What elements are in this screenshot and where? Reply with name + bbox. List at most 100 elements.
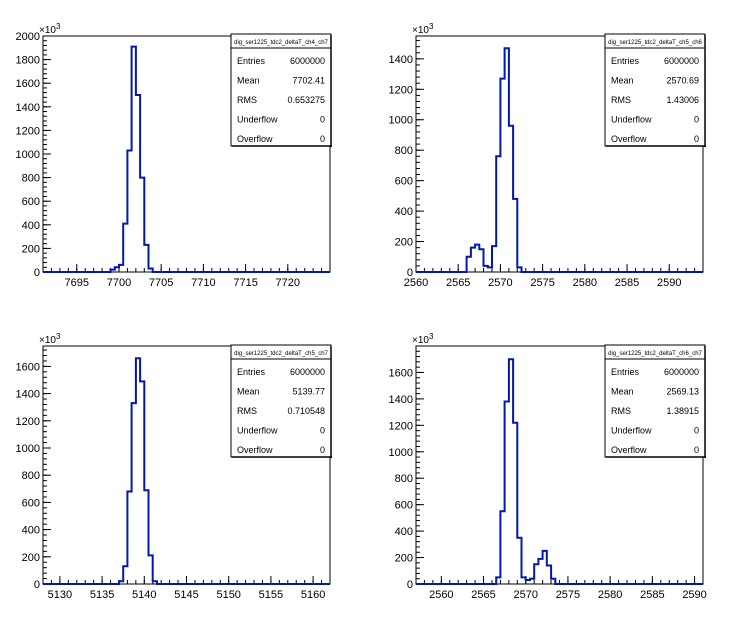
- y-tick-label: 600: [22, 497, 40, 509]
- x-tick-label: 2565: [471, 589, 495, 601]
- x-tick-label: 2570: [513, 589, 537, 601]
- stats-value: 2570.69: [666, 76, 699, 86]
- y-tick-label: 800: [22, 173, 40, 185]
- histogram-bin: [119, 265, 123, 272]
- histogram-bin: [127, 150, 131, 272]
- histogram-bin: [543, 551, 547, 584]
- histogram-bin: [467, 257, 471, 272]
- stats-box: dig_ser1225_tdc2_deltaT_ch6_ch7 Entries 60…: [604, 344, 706, 458]
- y-tick-label: 1000: [16, 443, 40, 455]
- stats-label: Underflow: [237, 426, 278, 436]
- stats-value: 2569.13: [666, 387, 699, 397]
- histogram-bin: [492, 246, 496, 272]
- y-tick-label: 800: [395, 473, 413, 485]
- y-exponent-label: ×103: [39, 332, 61, 346]
- y-tick-label: 2000: [16, 31, 40, 43]
- stats-value: 6000000: [290, 56, 325, 66]
- y-tick-label: 1600: [16, 361, 40, 373]
- x-tick-label: 5145: [174, 589, 198, 601]
- y-tick-label: 800: [22, 470, 40, 482]
- x-tick-label: 2575: [556, 589, 580, 601]
- stats-value: 7702.41: [292, 76, 325, 86]
- y-exponent-label: ×103: [412, 332, 434, 346]
- y-tick-label: 1400: [389, 54, 413, 66]
- stats-label: Mean: [237, 76, 260, 86]
- x-tick-label: 2560: [429, 589, 453, 601]
- histogram-bin: [538, 559, 542, 584]
- histogram-bin: [517, 267, 521, 272]
- stats-box-frame: [604, 33, 706, 147]
- y-tick-label: 1400: [16, 389, 40, 401]
- histogram-bin: [140, 178, 144, 272]
- y-tick-label: 800: [395, 145, 413, 157]
- x-tick-label: 2590: [657, 277, 681, 289]
- stats-label: Entries: [611, 56, 640, 66]
- x-tick-label: 7695: [65, 277, 89, 289]
- histogram-bin: [513, 199, 517, 272]
- x-tick-label: 7710: [191, 277, 215, 289]
- x-tick-label: 5160: [301, 589, 325, 601]
- y-tick-label: 200: [395, 237, 413, 249]
- histogram-bin: [517, 538, 521, 584]
- stats-label: Overflow: [237, 134, 273, 144]
- histogram-bin: [132, 403, 136, 584]
- histogram-bin: [551, 579, 555, 584]
- histogram-bin: [136, 358, 140, 584]
- histogram-bin: [488, 267, 492, 272]
- y-tick-label: 400: [22, 525, 40, 537]
- y-tick-label: 0: [407, 579, 413, 591]
- histogram-bin: [119, 581, 123, 584]
- histogram-bin: [496, 577, 500, 584]
- x-tick-label: 5135: [90, 589, 114, 601]
- stats-label: Overflow: [611, 134, 647, 144]
- y-exponent-label: ×103: [412, 22, 434, 36]
- y-tick-label: 1600: [16, 78, 40, 90]
- histogram-bin: [136, 95, 140, 272]
- y-tick-label: 1200: [389, 420, 413, 432]
- y-tick-label: 1000: [389, 447, 413, 459]
- x-tick-label: 2585: [640, 589, 664, 601]
- x-tick-label: 2585: [615, 277, 639, 289]
- x-tick-label: 7720: [276, 277, 300, 289]
- stats-value: 0: [694, 134, 699, 144]
- y-tick-label: 400: [395, 206, 413, 218]
- histogram-panel-1: 0 200 400 600 800 1000 1200 1400 1600 1800 2000 769…: [16, 22, 332, 289]
- y-tick-label: 1000: [16, 149, 40, 161]
- stats-title: dig_ser1225_tdc2_deltaT_ch4_ch7: [234, 40, 328, 46]
- stats-label: Underflow: [237, 115, 278, 125]
- histogram-bin: [526, 580, 530, 584]
- x-tick-label: 5140: [132, 589, 156, 601]
- stats-value: 0: [694, 445, 699, 455]
- stats-value: 0: [320, 426, 325, 436]
- stats-value: 6000000: [290, 367, 325, 377]
- x-tick-label: 7715: [233, 277, 257, 289]
- x-tick-label: 5130: [48, 589, 72, 601]
- x-tick-label: 7705: [149, 277, 173, 289]
- histogram-bin: [522, 577, 526, 584]
- stats-value: 0: [320, 115, 325, 125]
- histogram-outline: [416, 358, 703, 585]
- stats-box-frame: [604, 344, 706, 458]
- histogram-bin: [475, 245, 479, 272]
- y-tick-label: 1400: [16, 102, 40, 114]
- histogram-bin: [505, 48, 509, 272]
- histogram-panel-3: 0 200 400 600 800 1000 1200 1400 1600 5130 5135 514…: [16, 332, 332, 601]
- histogram-bin: [530, 579, 534, 584]
- stats-box: dig_ser1225_tdc2_deltaT_ch5_ch7 Entries 60…: [230, 344, 332, 458]
- stats-value: 0: [320, 445, 325, 455]
- histogram-bin: [149, 555, 153, 584]
- y-tick-label: 0: [34, 579, 40, 591]
- y-tick-label: 1000: [389, 115, 413, 127]
- x-tick-label: 2580: [573, 277, 597, 289]
- histogram-bin: [484, 266, 488, 272]
- stats-value: 6000000: [664, 56, 699, 66]
- stats-value: 0: [320, 134, 325, 144]
- histogram-bin: [534, 564, 538, 584]
- x-tick-label: 7700: [107, 277, 131, 289]
- y-tick-label: 400: [22, 220, 40, 232]
- stats-label: Overflow: [611, 445, 647, 455]
- x-tick-label: 2590: [682, 589, 706, 601]
- y-tick-label: 1200: [389, 84, 413, 96]
- stats-label: Overflow: [237, 445, 273, 455]
